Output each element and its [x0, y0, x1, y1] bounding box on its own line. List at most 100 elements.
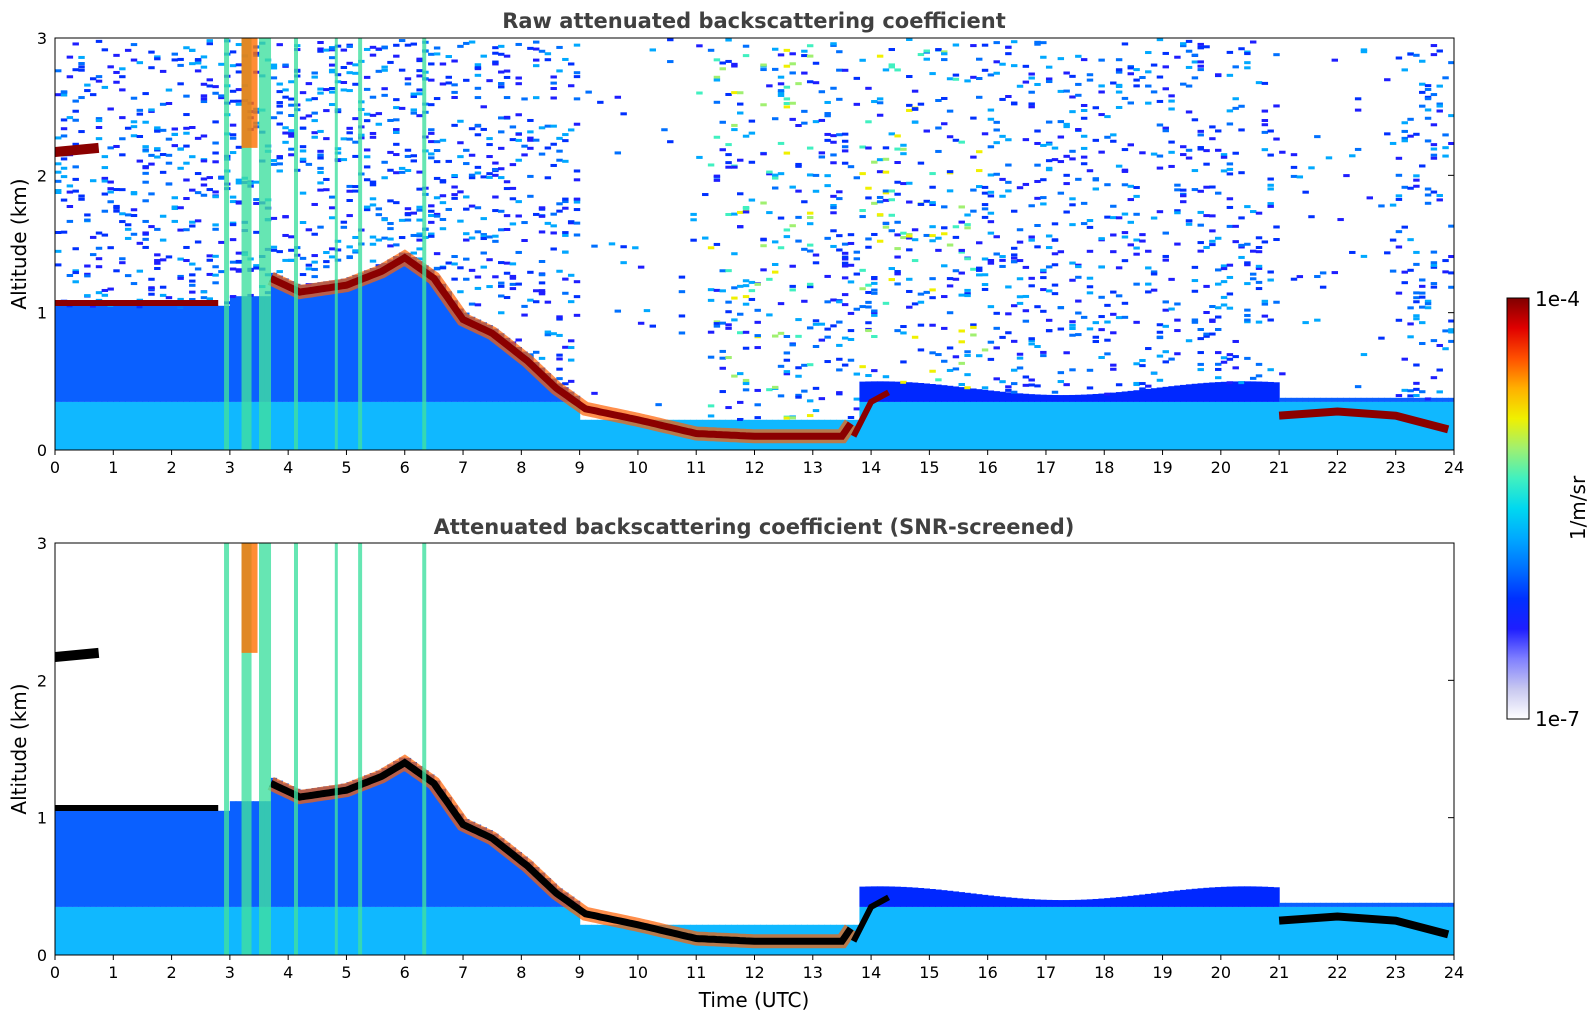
noise-pixel	[1086, 78, 1094, 82]
noise-pixel	[55, 263, 62, 267]
noise-pixel	[1430, 250, 1438, 254]
noise-pixel	[917, 300, 925, 304]
aerosol-near-surface	[661, 419, 668, 450]
noise-pixel	[428, 62, 435, 66]
noise-pixel	[142, 166, 149, 170]
noise-pixel	[72, 109, 79, 113]
noise-pixel	[1110, 363, 1117, 367]
noise-pixel	[480, 175, 487, 179]
noise-pixel	[1040, 309, 1047, 313]
noise-pixel	[771, 240, 779, 244]
aerosol-mixed-layer	[480, 827, 487, 907]
noise-pixel	[410, 159, 418, 163]
noise-pixel	[352, 249, 359, 253]
aerosol-near-surface	[1075, 906, 1082, 955]
noise-pixel	[1349, 154, 1356, 158]
aerosol-mixed-layer	[1045, 394, 1053, 402]
noise-pixel	[159, 170, 167, 174]
noise-pixel	[1407, 186, 1414, 190]
noise-pixel	[72, 118, 79, 122]
noise-pixel	[1419, 59, 1426, 63]
noise-pixel	[725, 356, 732, 360]
noise-pixel	[964, 226, 971, 230]
noise-pixel	[725, 300, 732, 304]
noise-pixel	[84, 213, 91, 217]
aerosol-mixed-layer	[865, 886, 872, 907]
noise-pixel	[562, 133, 569, 137]
aerosol-near-surface	[993, 401, 1000, 450]
noise-pixel	[323, 251, 330, 255]
noise-pixel	[818, 397, 826, 401]
noise-pixel	[340, 225, 348, 229]
noise-pixel	[498, 82, 505, 86]
noise-pixel	[900, 236, 907, 240]
aerosol-near-surface	[935, 906, 942, 955]
noise-pixel	[987, 220, 995, 224]
noise-pixel	[795, 164, 802, 168]
noise-pixel	[468, 268, 476, 272]
noise-pixel	[346, 199, 353, 203]
noise-pixel	[871, 100, 878, 104]
aerosol-near-surface	[352, 906, 359, 955]
noise-pixel	[707, 355, 715, 359]
aerosol-near-surface	[981, 906, 989, 955]
noise-pixel	[375, 207, 383, 211]
x-tick-label: 22	[1327, 963, 1347, 982]
aerosol-near-surface	[1296, 906, 1304, 955]
noise-pixel	[911, 302, 919, 306]
noise-pixel	[1290, 153, 1298, 157]
noise-pixel	[1255, 374, 1263, 378]
noise-pixel	[632, 246, 639, 250]
x-tick-label: 9	[575, 963, 585, 982]
noise-pixel	[154, 57, 161, 61]
aerosol-near-surface	[871, 401, 878, 450]
noise-pixel	[981, 207, 989, 211]
aerosol-mixed-layer	[1010, 392, 1018, 402]
noise-pixel	[340, 220, 348, 224]
aerosol-near-surface	[1314, 401, 1321, 450]
noise-pixel	[212, 151, 219, 155]
noise-pixel	[748, 160, 756, 164]
aerosol-near-surface	[567, 906, 575, 955]
noise-pixel	[171, 52, 179, 56]
aerosol-near-surface	[299, 906, 307, 955]
noise-pixel	[1005, 331, 1012, 335]
aerosol-mixed-layer	[1442, 902, 1449, 907]
aerosol-mixed-layer	[183, 305, 190, 402]
aerosol-near-surface	[183, 906, 190, 955]
noise-pixel	[952, 138, 960, 142]
aerosol-near-surface	[929, 906, 936, 955]
noise-pixel	[906, 277, 913, 281]
aerosol-near-surface	[1413, 401, 1420, 450]
noise-pixel	[1150, 90, 1158, 94]
noise-pixel	[713, 322, 721, 326]
noise-pixel	[95, 79, 103, 83]
noise-pixel	[130, 58, 138, 62]
noise-pixel	[637, 265, 645, 269]
noise-pixel	[113, 188, 120, 192]
aerosol-near-surface	[573, 401, 581, 450]
noise-pixel	[381, 87, 388, 91]
noise-pixel	[865, 245, 872, 249]
noise-pixel	[323, 260, 330, 264]
noise-pixel	[253, 266, 260, 270]
noise-pixel	[498, 209, 505, 213]
noise-pixel	[1424, 108, 1432, 112]
noise-pixel	[1238, 255, 1245, 259]
noise-pixel	[952, 355, 960, 359]
aerosol-near-surface	[60, 906, 68, 955]
noise-pixel	[1238, 216, 1245, 220]
noise-pixel	[1185, 110, 1193, 114]
noise-pixel	[929, 202, 936, 206]
aerosol-near-surface	[282, 906, 289, 955]
noise-pixel	[1028, 276, 1035, 280]
noise-pixel	[1430, 190, 1438, 194]
aerosol-near-surface	[381, 906, 388, 955]
noise-pixel	[888, 198, 895, 202]
noise-pixel	[200, 97, 208, 101]
noise-pixel	[847, 358, 855, 362]
noise-pixel	[433, 160, 441, 164]
noise-pixel	[154, 155, 161, 159]
aerosol-near-surface	[165, 906, 173, 955]
